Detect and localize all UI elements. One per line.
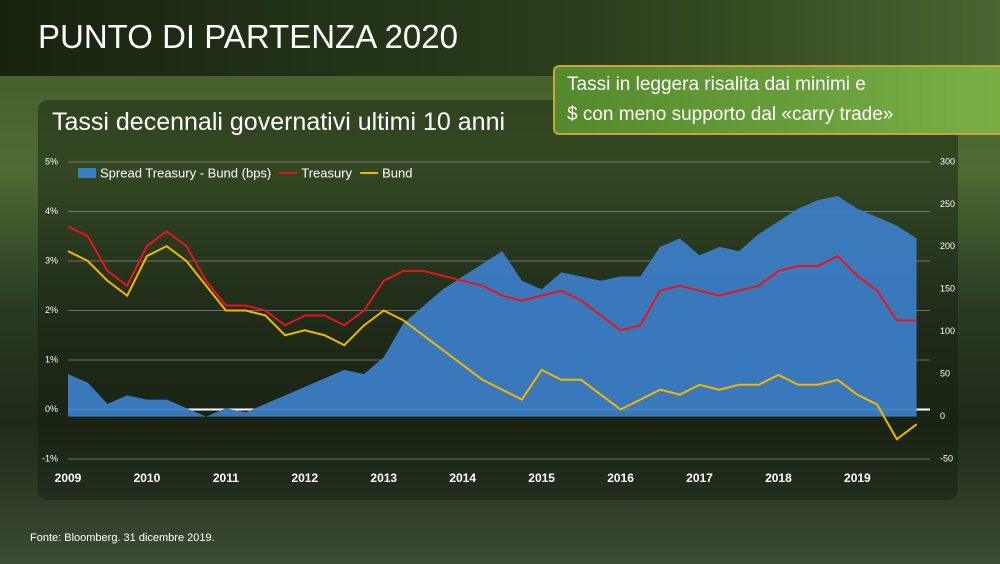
y2-tick-label: 100: [940, 326, 955, 336]
legend-label: Bund: [382, 165, 412, 180]
y-tick-label: -1%: [42, 453, 58, 463]
legend-label: Treasury: [301, 165, 352, 180]
x-tick-label: 2017: [686, 471, 713, 485]
x-tick-label: 2019: [844, 471, 871, 485]
x-tick-label: 2011: [213, 471, 239, 485]
x-tick-label: 2018: [765, 471, 792, 485]
x-tick-label: 2015: [528, 471, 555, 485]
series-line: [67, 225, 917, 332]
spread-area: [68, 195, 917, 417]
y2-tick-label: 50: [940, 369, 950, 379]
x-tick-label: 2016: [607, 471, 634, 485]
legend-swatch: [78, 168, 96, 178]
y2-tick-label: 200: [940, 241, 955, 251]
x-tick-label: 2010: [134, 471, 161, 485]
source-note: Fonte: Bloomberg. 31 dicembre 2019.: [30, 532, 215, 544]
chart-title: Tassi decennali governativi ultimi 10 an…: [52, 108, 506, 136]
y-tick-label: 4%: [45, 206, 58, 216]
y-tick-label: 5%: [45, 156, 58, 166]
callout: Tassi in leggera risalita dai minimi e $…: [553, 65, 1000, 135]
callout-line: Tassi in leggera risalita dai minimi e: [567, 74, 866, 95]
callout-line: $ con meno supporto dal «carry trade»: [567, 104, 894, 125]
y2-tick-label: 150: [940, 284, 955, 294]
y-tick-label: 1%: [45, 354, 58, 364]
y2-tick-label: 0: [940, 411, 945, 421]
y-tick-label: 3%: [45, 255, 58, 265]
series-line: [67, 244, 918, 441]
y-tick-label: 2%: [45, 305, 58, 315]
x-tick-label: 2012: [291, 471, 318, 485]
y-tick-label: 0%: [45, 404, 58, 414]
legend-label: Spread Treasury - Bund (bps): [100, 165, 271, 180]
x-tick-label: 2009: [55, 471, 82, 485]
x-tick-label: 2014: [449, 471, 476, 485]
x-tick-label: 2013: [370, 471, 397, 485]
header-bar: [0, 0, 1000, 76]
slide-heading: PUNTO DI PARTENZA 2020: [38, 18, 458, 55]
y2-tick-label: 250: [940, 199, 955, 209]
y2-tick-label: -50: [940, 453, 953, 463]
y2-tick-label: 300: [940, 156, 955, 166]
